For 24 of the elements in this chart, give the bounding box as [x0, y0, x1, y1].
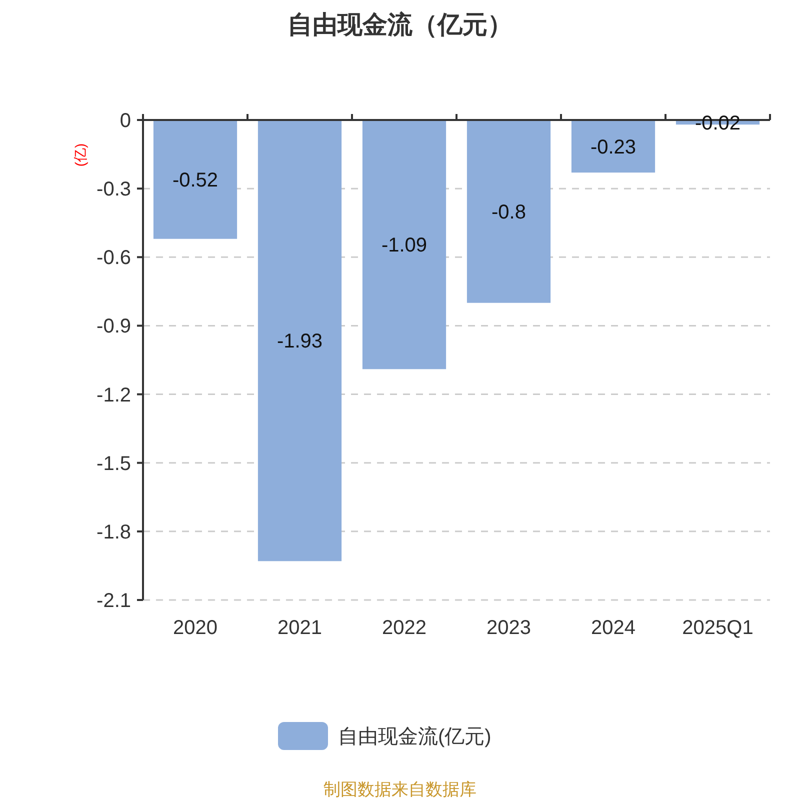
x-tick-label: 2020: [173, 617, 218, 639]
data-label: -0.8: [492, 201, 526, 224]
data-label: -0.02: [694, 112, 741, 134]
x-tick-label: 2023: [486, 617, 531, 639]
y-tick-label: -0.3: [96, 178, 131, 201]
chart-title: 自由现金流（亿元）: [288, 11, 512, 39]
x-tick-label: 2022: [382, 617, 426, 639]
data-label: -1.93: [276, 330, 323, 353]
y-tick-label: -0.9: [96, 316, 131, 338]
legend-label: 自由现金流(亿元): [338, 726, 492, 748]
data-label: -0.52: [172, 169, 218, 192]
y-tick-label: -1.5: [96, 452, 131, 475]
y-tick-label: 0: [120, 110, 131, 132]
y-tick-label: -1.8: [96, 521, 131, 544]
y-tick-label: -1.2: [96, 384, 131, 406]
data-label: -1.09: [381, 234, 428, 257]
y-tick-label: -2.1: [96, 590, 131, 612]
data-label: -0.23: [590, 136, 636, 158]
x-tick-label: 2021: [278, 617, 322, 639]
x-tick-label: 2025Q1: [682, 617, 754, 639]
y-axis-title: (亿): [72, 143, 88, 167]
text: 制图数据来自数据库: [324, 780, 476, 799]
x-tick-label: 2024: [591, 617, 636, 639]
y-tick-label: -0.6: [96, 247, 131, 270]
